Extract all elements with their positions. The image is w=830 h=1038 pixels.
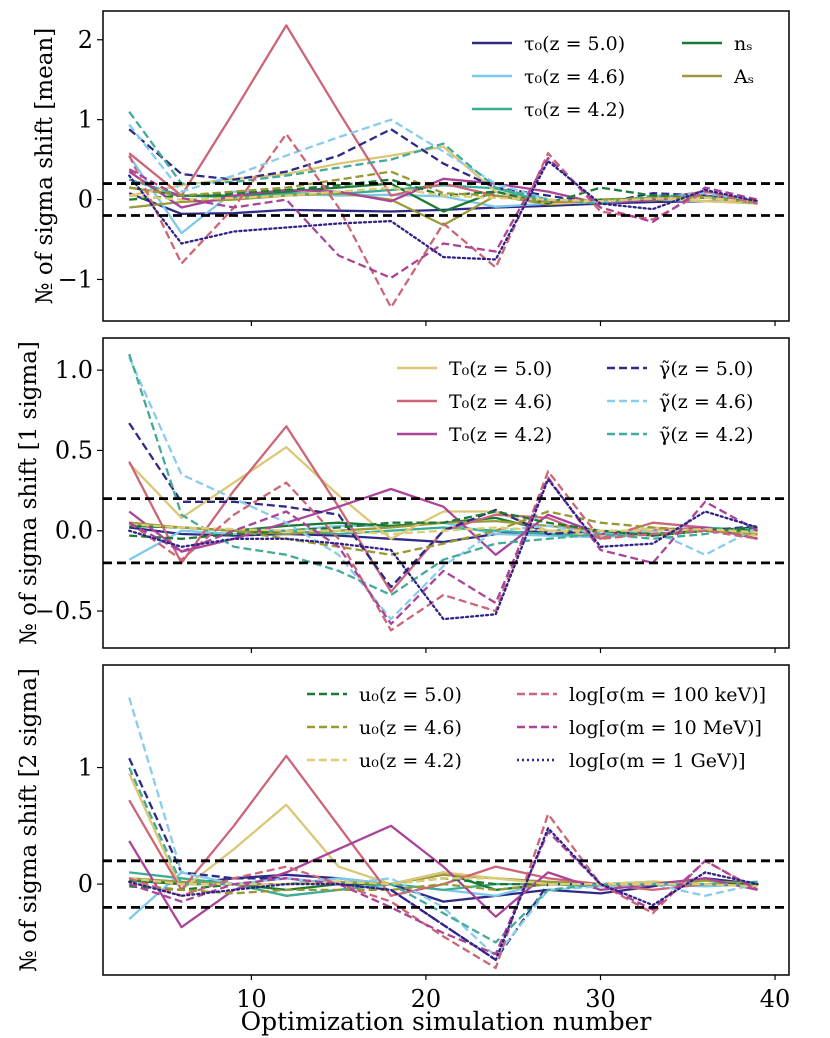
y-tick-label: 1 (78, 106, 93, 134)
series-line-g46 (128, 118, 758, 204)
legend-label-g50: γ̃(z = 5.0) (659, 358, 753, 380)
series-line-s10MeV (128, 156, 758, 280)
x-tick-label: 40 (760, 985, 791, 1013)
x-tick-label: 30 (585, 985, 616, 1013)
series-line-s10MeV (128, 830, 759, 956)
series-line-s100keV (128, 132, 758, 309)
x-axis-label: Optimization simulation number (241, 1007, 652, 1036)
legend: τ₀(z = 5.0) nₛ τ₀(z = 4.6) Aₛ τ₀(z = 4.2) (472, 33, 754, 121)
series-line-g50 (128, 422, 758, 589)
y-tick-label: 0.0 (55, 517, 93, 545)
plot-frame (102, 664, 790, 976)
panel-1: −1 0 1 2 № of sigma shift [mean] τ₀(z = 5.0) n… (32, 10, 790, 326)
series-line-u42 (129, 877, 758, 888)
y-tick-label: 0 (78, 870, 93, 898)
legend-label-g42: γ̃(z = 4.2) (659, 424, 753, 446)
y-axis-label: № of sigma shift [1 sigma] (16, 341, 42, 645)
series-line-u42 (129, 523, 758, 536)
legend-label-T46: T₀(z = 4.6) (449, 391, 552, 413)
series-line-s100keV (128, 470, 758, 632)
x-tick-label: 20 (411, 985, 442, 1013)
series-line-s1GeV (128, 478, 759, 621)
series-line-g50 (128, 757, 758, 961)
y-axis-label: № of sigma shift [mean] (32, 28, 58, 304)
legend-label-T42: T₀(z = 4.2) (449, 424, 552, 446)
legend-label-tau50: τ₀(z = 5.0) (524, 33, 625, 55)
series-line-T46 (128, 24, 758, 204)
series-line-g50 (128, 128, 758, 205)
series-line-g42 (128, 111, 758, 205)
legend-label-tau46: τ₀(z = 4.6) (524, 66, 625, 88)
panel-2: −0.5 0.0 0.5 1.0 № of sigma shift [1 sigma] T… (16, 337, 790, 653)
y-tick-label: 1 (78, 754, 93, 782)
series-line-s10MeV (128, 476, 759, 626)
legend-label-T50: T₀(z = 5.0) (449, 358, 552, 380)
legend-label-u42: u₀(z = 4.2) (359, 750, 462, 772)
series-line-g42 (128, 767, 758, 944)
series-line-u46 (129, 510, 758, 556)
legend-label-tau42: τ₀(z = 4.2) (524, 99, 625, 121)
y-tick-label: 0.5 (55, 436, 93, 464)
legend-label-s10MeV: log[σ(m = 10 MeV)] (569, 717, 762, 739)
series-group (128, 24, 759, 309)
series-group (128, 353, 759, 632)
legend-label-s1GeV: log[σ(m = 1 GeV)] (569, 750, 746, 772)
legend-label-u50: u₀(z = 5.0) (359, 684, 462, 706)
series-line-T42 (128, 170, 758, 209)
series-line-u50 (129, 510, 758, 540)
y-tick-label: 0 (78, 186, 93, 214)
legend-label-s100keV: log[σ(m = 100 keV)] (569, 684, 766, 706)
series-line-s1GeV (128, 827, 759, 961)
series-line-u42 (129, 186, 758, 204)
legend-label-g46: γ̃(z = 4.6) (659, 391, 753, 413)
legend: u₀(z = 5.0) log[σ(m = 100 keV)] u₀(z = 4.6… (307, 684, 766, 772)
series-line-tau50 (128, 192, 758, 216)
y-tick-label: 2 (78, 26, 93, 54)
series-line-s100keV (128, 813, 759, 970)
panel-3: 0 1 № of sigma shift [2 sigma] u₀(z = 5.0) l… (16, 664, 790, 980)
y-tick-label: 1.0 (55, 356, 93, 384)
legend-label-ns: nₛ (734, 33, 753, 55)
y-axis-label: № of sigma shift [2 sigma] (16, 668, 42, 972)
plot-frame (102, 10, 790, 322)
series-group (128, 697, 759, 970)
x-tick-label: 10 (236, 985, 267, 1013)
legend-label-u46: u₀(z = 4.6) (359, 717, 462, 739)
legend-label-As: Aₛ (733, 66, 754, 88)
y-tick-label: −0.5 (35, 597, 93, 625)
plot-frame (102, 337, 790, 649)
series-line-u46 (129, 170, 758, 204)
series-line-s1GeV (128, 160, 759, 261)
y-tick-label: −1 (58, 265, 93, 293)
legend: T₀(z = 5.0) γ̃(z = 5.0) T₀(z = 4.6) γ̃(z = … (397, 358, 753, 446)
series-line-u46 (129, 882, 758, 895)
series-line-T50 (128, 772, 758, 892)
series-line-g42 (128, 353, 758, 597)
